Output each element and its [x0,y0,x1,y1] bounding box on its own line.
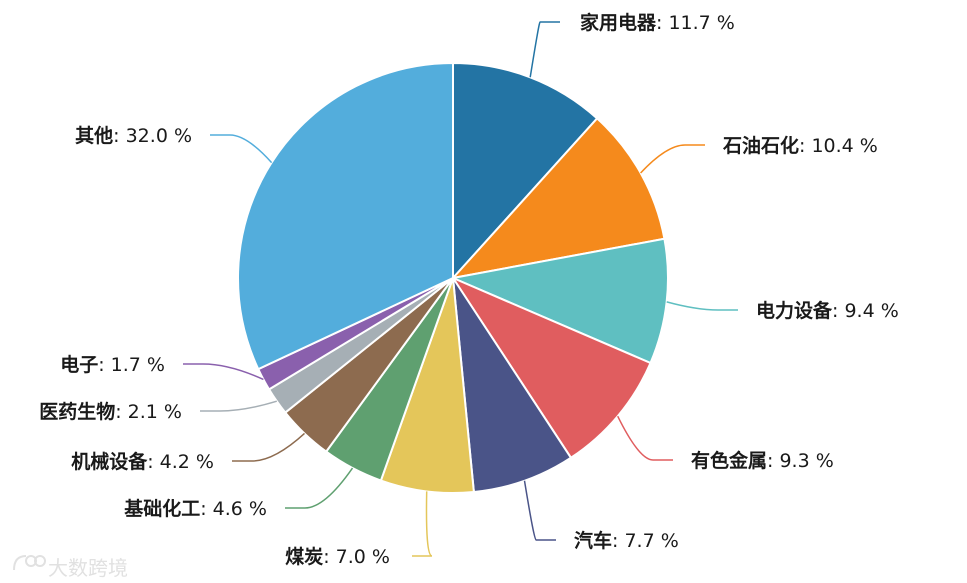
slice-10-label-name: 电子 [60,353,98,376]
slice-11 [237,61,454,371]
slice-2-label: 石油石化: 10.4 % [722,134,878,157]
slice-6-label: 煤炭: 7.0 % [285,546,390,568]
slice-2-label-name: 石油石化 [722,134,799,157]
slice-11-leader-line [210,134,273,164]
slice-5 [452,277,573,494]
watermark: 大数跨境 [13,555,128,580]
slice-7-label-value: : 4.6 % [200,498,267,520]
slice-1 [452,61,599,281]
slice-4 [450,275,652,460]
slice-8-leader-line [232,432,306,462]
slice-labels: 家用电器: 11.7 % 石油石化: 10.4 % 电力设备: 9.4 % 有色金属:… [39,11,899,568]
slice-6-label-value: : 7.0 % [323,546,390,568]
slice-6-leader-line [412,491,433,557]
slice-1-label: 家用电器: 11.7 % [580,11,735,34]
leader-lines [183,21,738,557]
slice-8-label-name: 机械设备 [71,450,148,473]
slice-2-label-value: : 10.4 % [799,135,878,157]
slice-2-leader-line [640,144,705,174]
slice-10-leader-line [183,363,264,381]
slice-8-label-value: : 4.2 % [147,451,214,473]
slice-9-label-value: : 2.1 % [115,401,182,423]
slice-4-label: 有色金属: 9.3 % [691,449,834,472]
slice-7-leader-line [285,467,354,509]
slice-4-label-name: 有色金属 [691,449,767,472]
slice-7-label: 基础化工: 4.6 % [123,497,267,520]
slice-3-label-value: : 9.4 % [832,300,899,322]
watermark-text: 大数跨境 [48,556,128,580]
slice-6-label-name: 煤炭 [285,546,323,568]
slice-11-label: 其他: 32.0 % [75,124,192,147]
slice-4-leader-line [617,415,673,461]
slice-5-label: 汽车: 7.7 % [574,529,679,552]
slice-10-label-value: : 1.7 % [98,354,165,376]
slice-9-label-name: 医药生物 [39,400,115,423]
slice-11-label-name: 其他 [75,124,113,147]
slice-7-label-name: 基础化工 [123,497,200,520]
slice-11-label-value: : 32.0 % [113,125,192,147]
slice-9-leader-line [200,400,278,412]
slice-1-leader-line [529,21,560,78]
pie-slices [237,61,669,494]
slice-4-label-value: : 9.3 % [767,450,834,472]
slice-9-label: 医药生物: 2.1 % [39,400,182,423]
slice-2 [450,117,666,280]
slice-1-label-value: : 11.7 % [656,12,735,34]
watermark-logo-icon [13,555,46,571]
slice-5-label-value: : 7.7 % [612,530,679,552]
slice-3-leader-line [666,301,738,311]
slice-1-label-name: 家用电器 [580,11,657,34]
slice-3-label: 电力设备: 9.4 % [756,299,899,322]
slice-10-label: 电子: 1.7 % [60,353,165,376]
slice-3 [449,237,669,365]
slice-3-label-name: 电力设备 [756,299,833,322]
slice-8-label: 机械设备: 4.2 % [71,450,214,473]
slice-5-leader-line [523,480,556,541]
slice-5-label-name: 汽车 [574,529,612,552]
